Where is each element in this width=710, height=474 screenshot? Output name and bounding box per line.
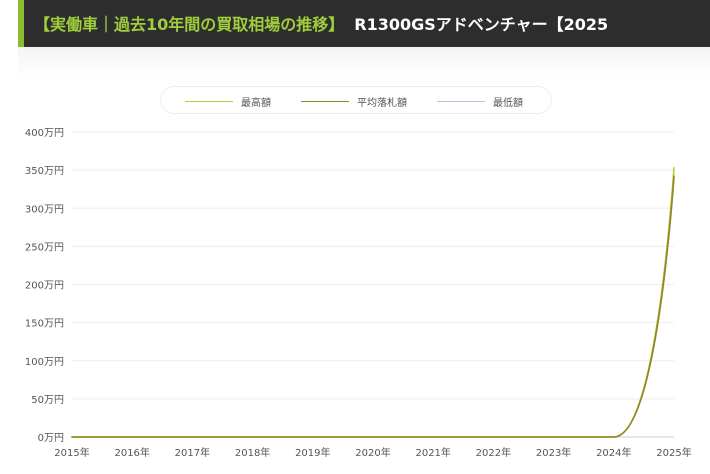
legend-item-average[interactable]: 平均落札額 <box>301 93 407 109</box>
y-tick-label: 300万円 <box>25 204 64 215</box>
x-tick-label: 2022年 <box>476 446 511 459</box>
x-tick-label: 2023年 <box>536 446 571 459</box>
series-line <box>71 175 675 438</box>
header-title: 【実働車｜過去10年間の買取相場の推移】 R1300GSアドベンチャー【2025 <box>34 11 608 35</box>
chart-legend: 最高額 平均落札額 最低額 <box>160 86 552 114</box>
header-shadow <box>18 47 710 79</box>
x-tick-label: 2015年 <box>54 446 89 459</box>
legend-swatch-max <box>185 100 233 102</box>
y-tick-label: 150万円 <box>25 319 64 330</box>
y-tick-label: 200万円 <box>25 281 64 292</box>
header-prefix: 【実働車｜過去10年間の買取相場の推移】 <box>34 15 345 34</box>
y-tick-label: 400万円 <box>25 128 64 139</box>
series-line <box>71 177 675 438</box>
y-tick-label: 0万円 <box>38 433 64 444</box>
legend-swatch-average <box>301 100 349 102</box>
chart-header: 【実働車｜過去10年間の買取相場の推移】 R1300GSアドベンチャー【2025 <box>18 0 710 47</box>
y-tick-label: 250万円 <box>25 242 64 253</box>
x-tick-label: 2018年 <box>235 446 270 459</box>
x-tick-label: 2021年 <box>415 446 450 459</box>
x-tick-label: 2016年 <box>114 446 149 459</box>
legend-item-max[interactable]: 最高額 <box>185 93 271 109</box>
legend-label-max: 最高額 <box>241 97 271 109</box>
legend-label-average: 平均落札額 <box>357 97 407 109</box>
legend-item-min[interactable]: 最低額 <box>437 93 523 109</box>
y-tick-label: 350万円 <box>25 166 64 177</box>
x-tick-label: 2019年 <box>295 446 330 459</box>
y-tick-label: 50万円 <box>31 395 64 406</box>
x-tick-label: 2024年 <box>596 446 631 459</box>
header-model: R1300GSアドベンチャー【2025 <box>354 15 609 34</box>
x-tick-label: 2020年 <box>355 446 390 459</box>
legend-swatch-min <box>437 100 485 102</box>
legend-label-min: 最低額 <box>493 97 523 109</box>
x-tick-label: 2017年 <box>175 446 210 459</box>
y-tick-label: 100万円 <box>25 357 64 368</box>
x-tick-label: 2025年 <box>656 446 691 459</box>
